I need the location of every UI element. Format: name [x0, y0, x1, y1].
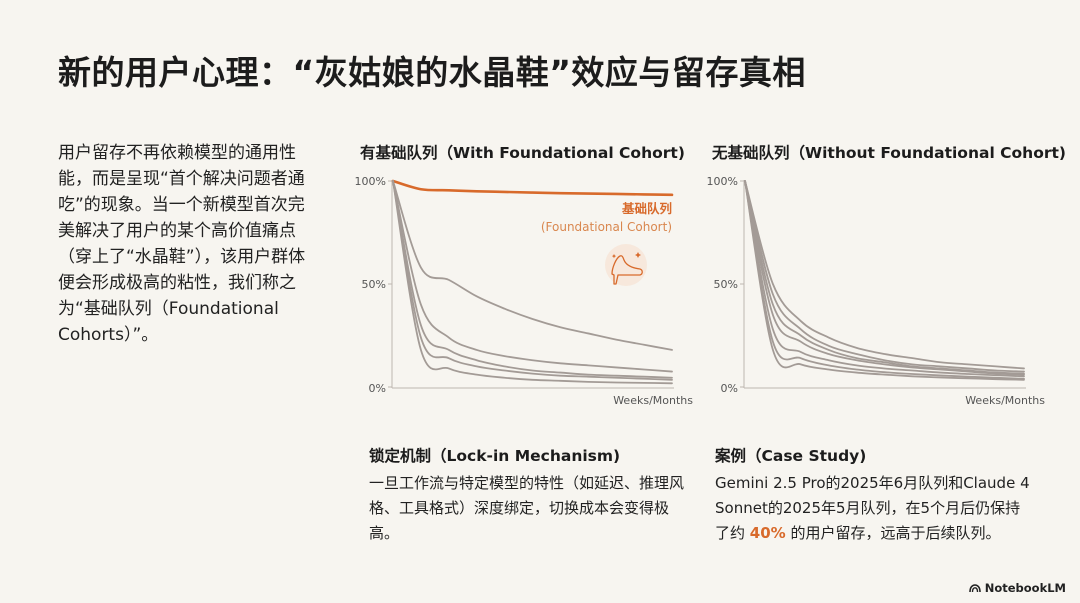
notebooklm-brand: NotebookLM [968, 581, 1066, 595]
intro-paragraph: 用户留存不再依赖模型的通用性能，而是呈现“首个解决问题者通吃”的现象。当一个新模… [58, 143, 306, 345]
cohort-line-cohort-e [744, 180, 1025, 378]
lockin-title: 锁定机制（Lock-in Mechanism) [369, 447, 621, 465]
chart-title-without-cohort: 无基础队列（Without Foundational Cohort) [712, 144, 1066, 162]
foundational-cohort-line [391, 179, 674, 197]
foundational-cohort-label: 基础队列 [621, 201, 672, 216]
case-text-after: 的用户留存，远高于后续队列。 [785, 524, 1001, 542]
cohort-line-cohort-b [392, 180, 673, 379]
cohort-line-cohort-a [392, 180, 673, 351]
brand-label: NotebookLM [984, 581, 1066, 595]
case-text-before: Gemini 2.5 Pro的2025年6月队列和Claude 4 Sonnet… [715, 474, 1030, 542]
x-axis-label: Weeks/Months [613, 394, 693, 407]
chart-with-foundational-cohort: 100% 50% 0% Weeks/Months 基础队列 (Foundatio… [355, 175, 694, 407]
series-group [391, 179, 674, 385]
page-title: 新的用户心理：“灰姑娘的水晶鞋”效应与留存真相 [58, 53, 806, 92]
cohort-line-cohort-d [744, 180, 1025, 376]
case-title: 案例（Case Study) [715, 447, 867, 465]
foundational-cohort-sublabel: (Foundational Cohort) [541, 220, 672, 234]
cohort-line-cohort-g [744, 180, 1025, 381]
cohort-line-cohort-f [744, 180, 1025, 380]
cohort-line-cohort-a [744, 180, 1025, 370]
y-tick-label-100: 100% [707, 175, 738, 188]
cohort-line-cohort-e [392, 180, 673, 381]
glass-slipper-icon [605, 244, 647, 286]
cohort-line-cohort-c [392, 180, 673, 373]
y-tick-label-0: 0% [721, 382, 738, 395]
y-tick-label-100: 100% [355, 175, 386, 188]
chart-title-with-cohort: 有基础队列（With Foundational Cohort) [360, 144, 685, 162]
cohort-line-cohort-b [744, 180, 1025, 373]
cohort-line-cohort-d [392, 180, 673, 385]
x-axis-label: Weeks/Months [965, 394, 1045, 407]
y-tick-label-0: 0% [369, 382, 386, 395]
y-tick-label-50: 50% [714, 278, 738, 291]
chart-without-foundational-cohort: 100% 50% 0% Weeks/Months [707, 175, 1046, 407]
cohort-line-cohort-c [744, 180, 1025, 375]
notebooklm-logo-icon [968, 583, 981, 592]
case-text: Gemini 2.5 Pro的2025年6月队列和Claude 4 Sonnet… [715, 471, 1033, 546]
y-tick-label-50: 50% [362, 278, 386, 291]
case-highlight-40: 40% [749, 524, 786, 542]
lockin-text: 一旦工作流与特定模型的特性（如延迟、推理风格、工具格式）深度绑定，切换成本会变得… [369, 474, 685, 542]
series-group [744, 180, 1025, 381]
